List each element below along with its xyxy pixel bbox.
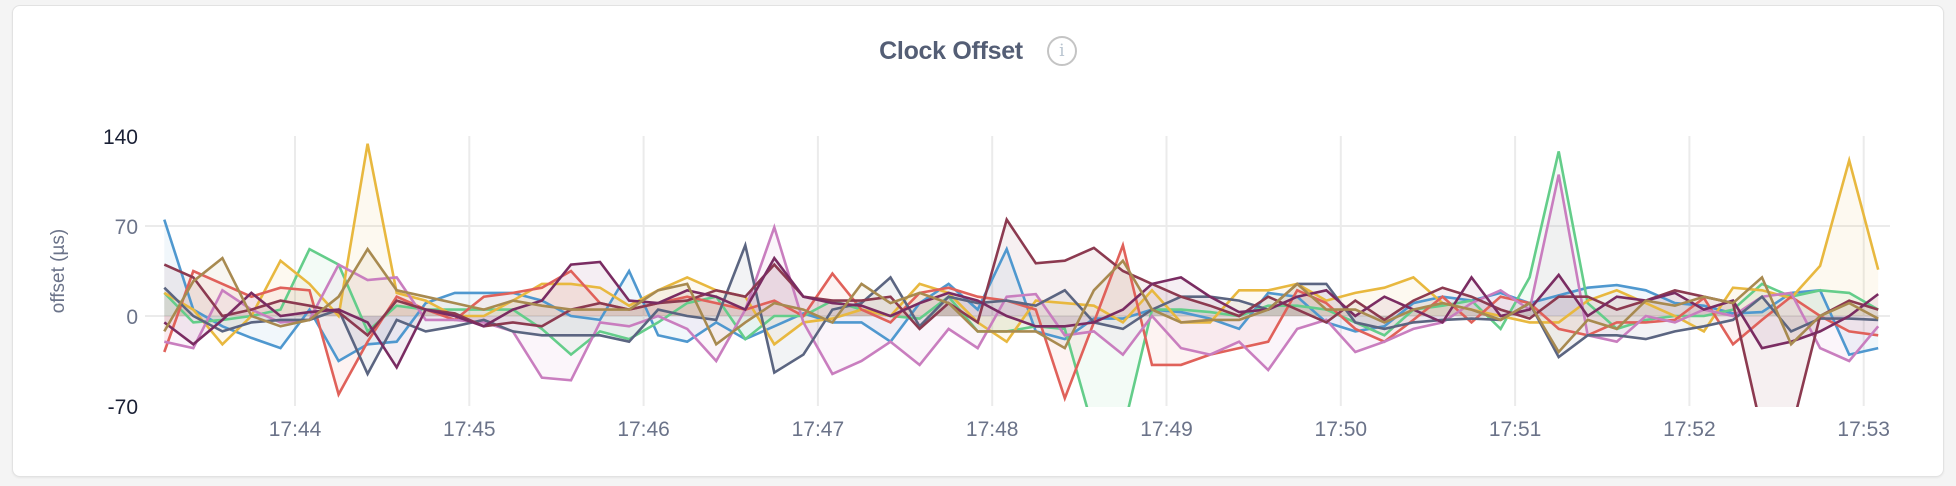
series-line-5 xyxy=(163,240,1879,377)
x-tick-label: 17:52 xyxy=(1663,418,1716,441)
y-tick-label: -70 xyxy=(108,396,138,419)
series-area-6 xyxy=(164,219,1879,407)
series-area-5 xyxy=(164,245,1879,374)
x-tick-label: 17:46 xyxy=(617,418,670,441)
series-line-6 xyxy=(163,216,1879,407)
x-tick-label: 17:47 xyxy=(792,418,845,441)
series-line-3 xyxy=(163,240,1879,403)
y-axis-label: offset (µs) xyxy=(48,229,69,314)
x-tick-label: 17:45 xyxy=(443,418,496,441)
y-tick-label: 70 xyxy=(115,216,138,239)
x-tick-label: 17:50 xyxy=(1315,418,1368,441)
series-line-1 xyxy=(163,151,1879,407)
y-tick-label: 0 xyxy=(126,306,138,329)
info-circle-icon[interactable]: i xyxy=(1046,36,1077,66)
panel-title: Clock Offset xyxy=(879,36,1023,65)
y-axis: 140 70 0 -70 xyxy=(103,126,138,419)
series-line-8 xyxy=(163,246,1879,355)
series-area-7 xyxy=(164,258,1879,368)
x-axis: 17:44 17:45 17:46 17:47 17:48 17:49 17:50 17:51… xyxy=(269,418,1890,441)
x-tick-label: 17:51 xyxy=(1489,418,1542,441)
x-tick-label: 17:53 xyxy=(1837,418,1890,441)
x-tick-label: 17:48 xyxy=(966,418,1019,441)
series-line-7 xyxy=(163,255,1879,371)
series-area-4 xyxy=(164,174,1879,381)
panel-header: Clock Offset i xyxy=(0,36,1956,66)
grid xyxy=(145,136,1890,406)
x-tick-label: 17:49 xyxy=(1140,418,1193,441)
series-group xyxy=(163,143,1880,407)
chart-panel xyxy=(12,5,1944,477)
series-line-0 xyxy=(163,219,1879,363)
y-tick-label: 140 xyxy=(103,126,138,149)
x-tick-label: 17:44 xyxy=(269,418,322,441)
